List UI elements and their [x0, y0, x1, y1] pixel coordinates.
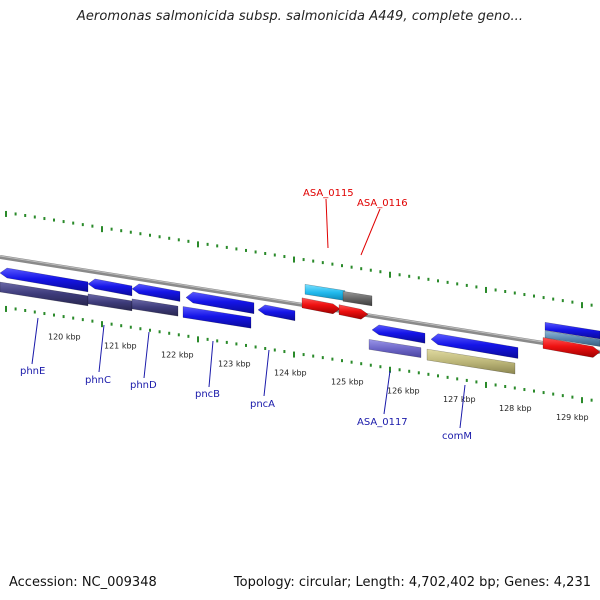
- gene-phnc[interactable]: [87, 293, 133, 312]
- gene-comm-cds[interactable]: [430, 333, 519, 359]
- gene-label-pncb[interactable]: pncB: [195, 389, 220, 400]
- leader-phne: [31, 317, 39, 365]
- leader-asa-0116: [360, 208, 381, 256]
- scale-label-kbp: 124 kbp: [274, 368, 307, 377]
- genome-summary: Topology: circular; Length: 4,702,402 bp…: [233, 575, 591, 590]
- scale-label-kbp: 121 kbp: [104, 341, 137, 350]
- gene-label-asa-0117[interactable]: ASA_0117: [357, 417, 408, 428]
- scale-label-kbp: 128 kbp: [499, 404, 532, 413]
- accession-label: Accession: NC_009348: [9, 575, 157, 590]
- scale-label-kbp: 122 kbp: [161, 350, 194, 359]
- map-title: Aeromonas salmonicida subsp. salmonicida…: [76, 9, 524, 24]
- scale-label-kbp: 127 kbp: [443, 395, 476, 404]
- gene-asa-0116-cds[interactable]: [338, 304, 369, 320]
- gene-asa-0117[interactable]: [368, 339, 422, 358]
- scale-label-kbp: 120 kbp: [48, 333, 81, 342]
- genome-backbone: [0, 255, 600, 354]
- genome-backbone-highlight: [0, 255, 600, 352]
- gene-asa-0115[interactable]: [304, 283, 346, 301]
- gene-asa-0115-cds[interactable]: [301, 297, 341, 315]
- leader-phnc: [98, 324, 105, 373]
- leader-pncb: [208, 340, 214, 388]
- gene-right-gene[interactable]: [544, 330, 600, 347]
- scale-label-kbp: 125 kbp: [331, 377, 364, 386]
- gene-phnc-cds[interactable]: [87, 278, 133, 297]
- gene-label-phnd[interactable]: phnD: [130, 380, 157, 391]
- scale-label-kbp: 129 kbp: [556, 413, 589, 422]
- gene-label-comm[interactable]: comM: [442, 431, 472, 442]
- gene-pncb-cds[interactable]: [185, 291, 255, 315]
- gene-phne-cds[interactable]: [0, 267, 89, 293]
- gene-comm[interactable]: [426, 348, 516, 375]
- leader-comm: [459, 384, 466, 429]
- gene-label-asa-0116[interactable]: ASA_0116: [357, 198, 408, 209]
- gene-phnd-cds[interactable]: [131, 283, 181, 302]
- gene-right-cds-red[interactable]: [542, 337, 600, 358]
- scale-label-kbp: 126 kbp: [387, 386, 420, 395]
- gene-right-cds-top[interactable]: [544, 321, 600, 340]
- gene-label-phnc[interactable]: phnC: [85, 375, 111, 386]
- gene-label-asa-0115[interactable]: ASA_0115: [303, 188, 354, 199]
- gene-label-pnca[interactable]: pncA: [250, 399, 275, 410]
- leader-pnca: [263, 349, 270, 397]
- leader-asa-0115: [325, 198, 329, 249]
- gene-phnd[interactable]: [131, 298, 179, 317]
- gene-pncb[interactable]: [182, 306, 252, 329]
- leader-asa-0117: [383, 370, 391, 415]
- leader-phnd: [143, 331, 150, 379]
- gene-asa-0117-cds[interactable]: [371, 324, 426, 344]
- gene-label-phne[interactable]: phnE: [20, 366, 45, 377]
- gene-phne[interactable]: [0, 281, 89, 307]
- gene-asa-0116[interactable]: [342, 291, 373, 307]
- scale-label-kbp: 123 kbp: [218, 360, 251, 369]
- gene-pnca-cds[interactable]: [257, 304, 296, 322]
